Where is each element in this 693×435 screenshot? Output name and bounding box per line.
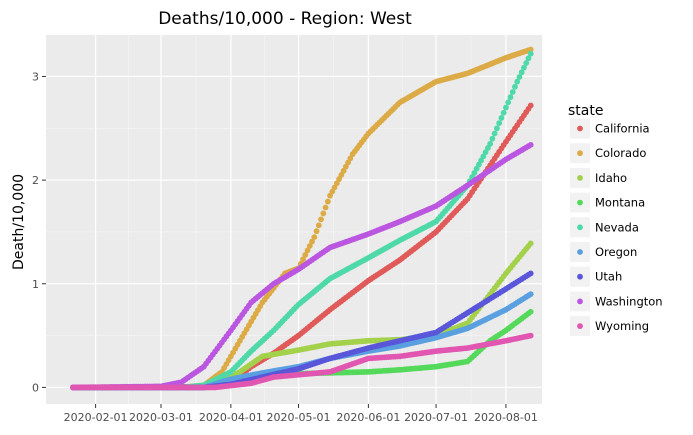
legend-swatch [577,199,583,206]
legend-item-oregon: Oregon [570,242,637,262]
data-point-nevada [500,109,507,116]
legend-item-wyoming: Wyoming [570,316,649,337]
legend-item-california: California [570,118,650,139]
data-point-nevada [523,60,530,66]
data-point-nevada [496,120,503,126]
legend-label: Colorado [595,146,646,160]
data-point-colorado [300,256,306,263]
y-tick-label: 3 [32,70,39,83]
x-tick-label: 2020-05-01 [267,411,331,424]
legend-swatch [577,150,583,157]
x-axis: 2020-02-01 2020-03-01 2020-04-01 2020-05-01… [64,404,538,424]
legend-item-colorado: Colorado [570,143,646,164]
data-point-nevada [489,135,496,142]
data-point-colorado [311,234,318,241]
data-point-nevada [518,69,525,76]
legend-swatch [577,273,583,280]
legend-swatch [577,175,583,181]
data-point-nevada [527,50,534,57]
legend-label: California [595,122,650,136]
data-point-nevada [507,94,514,101]
y-axis: 0 1 2 3 [32,70,46,394]
y-tick-label: 0 [32,381,39,394]
data-point-oregon [527,291,534,298]
y-tick-label: 2 [32,174,39,187]
data-point-colorado [309,238,315,245]
legend-swatch [577,323,583,329]
legend-swatch [577,298,583,305]
legend-item-idaho: Idaho [570,167,627,188]
y-axis-title: Death/10,000 [11,174,27,270]
data-point-colorado [315,222,322,229]
minor-gridlines [46,35,542,404]
x-tick-label: 2020-08-01 [474,411,538,424]
data-point-nevada [512,83,518,90]
data-point-colorado [320,210,327,217]
data-point-nevada [498,115,505,121]
legend-label: Wyoming [595,319,649,333]
data-point-nevada [494,125,500,132]
data-point-nevada [503,104,509,111]
legend-label: Nevada [595,220,639,234]
x-tick-label: 2020-03-01 [129,411,193,424]
data-point-nevada [525,55,532,62]
data-point-nevada [514,78,521,85]
data-point-colorado [527,46,534,53]
data-point-nevada [487,140,494,147]
data-point-nevada [516,74,523,80]
x-tick-label: 2020-02-01 [64,411,128,424]
legend-swatch [577,125,583,132]
data-point-nevada [505,99,512,106]
legend-label: Oregon [595,245,637,259]
x-tick-label: 2020-04-01 [199,411,263,424]
data-point-nevada [521,64,527,71]
legend-item-nevada: Nevada [570,217,639,238]
legend-title: state [568,103,603,119]
legend-label: Idaho [595,171,627,185]
data-point-colorado [324,198,331,205]
legend-swatch [577,224,583,231]
legend-label: Montana [595,196,645,210]
legend-item-utah: Utah [570,266,622,287]
data-point-montana [527,308,534,315]
chart-title: Deaths/10,000 - Region: West [158,9,412,29]
data-point-colorado [318,216,324,223]
legend-label: Utah [595,270,622,284]
legend: state California Colorado Idaho Montana Neva… [568,103,663,337]
data-point-colorado [306,243,313,249]
data-point-colorado [322,204,329,211]
series-washington [70,141,534,391]
data-point-utah [527,270,534,277]
x-tick-label: 2020-06-01 [336,411,400,424]
data-point-california [527,102,534,109]
data-point-colorado [304,247,311,254]
legend-label: Washington [595,294,663,308]
legend-item-washington: Washington [570,291,663,312]
data-point-nevada [509,89,516,95]
y-tick-label: 1 [32,278,39,291]
plot-panel [46,35,542,404]
data-point-idaho [527,240,534,247]
legend-swatch [577,249,583,255]
x-tick-label: 2020-07-01 [404,411,468,424]
data-point-colorado [313,228,320,235]
data-point-washington [527,141,534,148]
data-point-nevada [491,130,498,137]
data-point-colorado [302,251,309,258]
legend-item-montana: Montana [570,192,645,213]
data-point-wyoming [527,332,534,339]
data-points [70,46,534,391]
series-wyoming [70,332,534,391]
